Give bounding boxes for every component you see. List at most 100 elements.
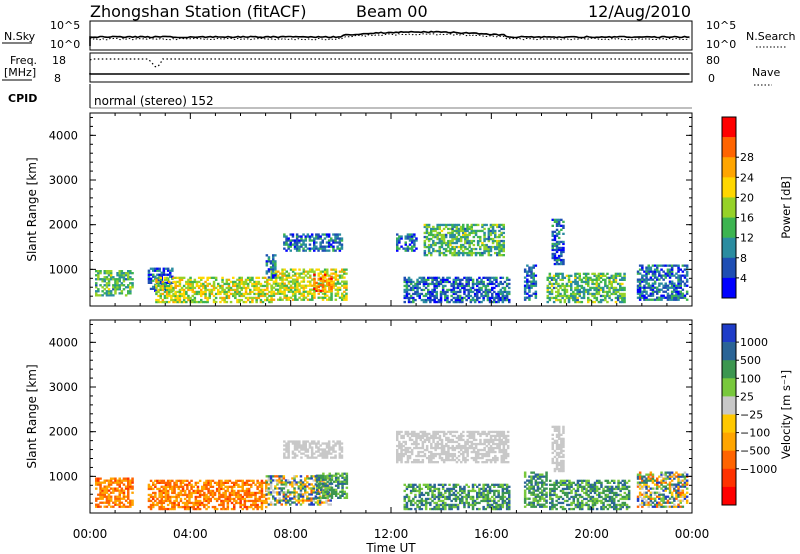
velocity-cell [164,495,168,499]
power-cell [147,273,151,276]
velocity-cell [196,495,200,499]
velocity-cell [269,477,273,480]
power-cell [483,237,486,241]
power-cell [548,292,552,296]
velocity-cell [269,491,273,494]
power-cell [528,274,531,277]
velocity-cell [252,501,255,505]
velocity-cell [295,454,299,457]
power-cell [548,286,552,290]
power-cell [281,274,284,277]
power-cell [485,249,488,253]
velocity-cell [183,491,187,495]
power-cell [189,288,192,292]
power-cell [208,282,211,286]
power-cell [476,243,480,247]
power-cell [587,296,590,300]
power-cell [508,278,511,281]
power-cell [249,296,252,300]
power-cell [647,272,650,275]
velocity-cell [415,454,418,458]
velocity-cell [207,497,210,501]
power-cell [673,274,676,277]
power-cell [662,296,665,299]
velocity-cell [468,446,471,450]
power-cell [178,284,182,288]
power-cell [498,243,501,247]
power-cell [107,270,111,273]
velocity-cell [442,430,446,434]
power-cell [473,288,477,292]
velocity-cell [474,456,478,460]
power-cell [442,251,446,255]
power-cell [621,292,624,296]
power-cell [272,266,275,269]
power-cell [422,284,426,288]
power-cell [666,274,670,277]
power-cell [483,227,486,231]
power-cell [315,281,318,284]
velocity-cell [252,479,255,482]
power-cell [334,288,338,291]
power-cell [606,286,609,290]
power-cell [619,286,622,290]
velocity-cell [425,434,429,438]
velocity-cell [295,475,298,478]
power-cell [287,288,291,291]
power-cell [294,288,297,291]
power-cell [530,270,533,273]
power-cell [532,266,535,269]
power-cell [172,300,175,304]
velocity-cell [293,475,296,478]
velocity-cell [272,503,275,506]
power-cell [548,272,552,275]
power-cell [467,290,470,294]
power-cell [206,284,209,288]
velocity-cell [427,491,430,495]
power-cell [432,241,435,245]
velocity-cell [418,491,421,495]
velocity-cell [276,499,279,502]
velocity-cell [330,490,334,493]
power-cell [616,288,620,292]
power-cell [244,280,248,284]
velocity-cell [312,485,315,488]
power-cell [332,280,335,283]
power-cell [304,239,307,242]
power-cell [621,282,624,286]
power-cell [567,284,571,288]
power-cell [591,278,594,281]
velocity-cell [502,444,506,448]
velocity-cell [235,491,238,495]
velocity-cell [196,507,200,511]
velocity-cell [297,495,301,498]
power-cell [147,277,151,280]
power-cell [444,278,447,281]
velocity-cell [262,493,266,497]
power-cell [217,288,220,292]
power-cell [570,282,573,286]
velocity-cell [101,481,104,484]
power-cell [195,280,199,284]
power-cell [466,227,469,231]
power-cell [296,282,299,285]
power-cell [308,247,312,250]
velocity-cell [472,438,476,442]
power-cell [488,278,492,281]
velocity-cell [312,489,315,492]
velocity-cell [226,479,230,482]
velocity-cell [417,446,420,450]
velocity-cell [489,444,493,448]
velocity-cell [479,442,482,446]
power-cell [238,284,241,288]
velocity-cell [107,493,111,496]
power-cell [462,243,465,247]
power-cell [437,298,441,302]
velocity-cell [317,476,321,479]
velocity-cell [260,503,264,507]
power-cell [302,233,305,236]
power-cell [427,284,430,288]
velocity-cell [466,448,469,452]
power-cell [328,277,331,280]
power-cell [418,294,421,298]
